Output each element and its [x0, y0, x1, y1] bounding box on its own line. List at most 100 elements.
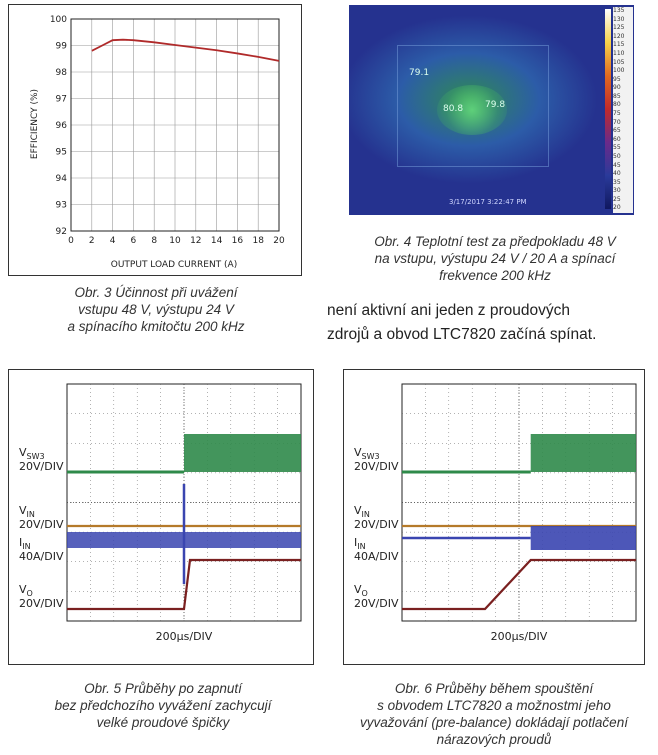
- time-scale-label: 200µs/DIV: [491, 630, 548, 643]
- vsw3-scale-label: 20V/DIV: [19, 460, 64, 473]
- fig3-y-axis-label: EFFICIENCY (%): [30, 89, 40, 159]
- thermal-image: 79.1 80.8 79.8 3/17/2017 3:22:47 PM 135 1…: [349, 5, 634, 215]
- hotspot: [437, 85, 507, 135]
- y-tick-label: 92: [56, 227, 67, 237]
- fig6-caption-line: vyvažování (pre-balance) dokládají potla…: [360, 715, 628, 730]
- temperature-scale-labels: 135 130 125 120 115 110 105 100 95 90 85 80 75 70 65 60…: [613, 7, 633, 213]
- fig5-frame: VSW3 20V/DIV VIN 20V/DIV IIN 40A/DIV VO 20V/DIV…: [8, 369, 314, 665]
- y-tick-label: 97: [56, 95, 67, 105]
- scale-tick-label: 25: [613, 195, 621, 203]
- fig5-caption: Obr. 5 Průběhy po zapnutí bez předchozíh…: [8, 680, 318, 731]
- efficiency-chart: 0 2 4 6 8 10 12 14 16 18 20 100 99 98 97 96 95 94 93 92 OUT…: [30, 15, 285, 270]
- vsw3-scale-label: 20V/DIV: [354, 460, 399, 473]
- x-tick-label: 20: [273, 236, 285, 246]
- vsw3-label: VSW3: [19, 446, 45, 461]
- vsw3-label: VSW3: [354, 446, 380, 461]
- iin-label: IIN: [19, 536, 31, 551]
- article-body-text: není aktivní ani jeden z proudových zdro…: [327, 299, 643, 347]
- fig6-scope-chart: VSW320V/DIVVIN20V/DIVIIN40A/DIVVO20V/DIV…: [354, 383, 637, 643]
- x-tick-label: 4: [110, 236, 116, 246]
- scale-tick-label: 90: [613, 84, 621, 92]
- x-tick-label: 10: [169, 236, 181, 246]
- vo-scale-label: 20V/DIV: [354, 597, 399, 610]
- x-tick-label: 18: [252, 236, 264, 246]
- vin-label: VIN: [354, 504, 370, 519]
- scale-tick-label: 40: [613, 170, 621, 178]
- pcb-board: [397, 45, 549, 167]
- x-tick-label: 0: [68, 236, 74, 246]
- fig6-caption-line: s obvodem LTC7820 a možnostmi jeho: [377, 698, 611, 713]
- fig5-scope-chart: VSW320V/DIVVIN20V/DIVIIN40A/DIVVO20V/DIV…: [19, 383, 302, 643]
- y-tick-label: 99: [56, 42, 68, 52]
- scale-tick-label: 20: [613, 204, 621, 212]
- body-text-line: není aktivní ani jeden z proudových: [327, 302, 570, 319]
- y-tick-label: 100: [50, 15, 67, 25]
- thermal-timestamp: 3/17/2017 3:22:47 PM: [449, 198, 527, 206]
- spot-label: 80.8: [443, 104, 464, 114]
- scale-tick-label: 135: [613, 7, 625, 14]
- iin-trace-band: [530, 526, 636, 550]
- scale-tick-label: 60: [613, 135, 621, 143]
- scale-tick-label: 115: [613, 41, 625, 49]
- y-tick-label: 96: [56, 121, 68, 131]
- fig5-caption-line: velké proudové špičky: [96, 715, 230, 730]
- x-tick-label: 2: [89, 236, 95, 246]
- scale-tick-label: 100: [613, 67, 625, 75]
- fig6-caption-line: Obr. 6 Průběhy během spouštění: [394, 681, 594, 696]
- x-tick-label: 6: [131, 236, 137, 246]
- x-tick-label: 16: [232, 236, 244, 246]
- y-tick-label: 95: [56, 148, 67, 158]
- scale-tick-label: 45: [613, 161, 621, 169]
- vo-label: VO: [19, 583, 33, 598]
- vo-trace: [67, 558, 301, 611]
- fig4-caption-line: frekvence 200 kHz: [439, 268, 551, 283]
- scale-tick-label: 120: [613, 32, 625, 40]
- vin-scale-label: 20V/DIV: [19, 518, 64, 531]
- fig3-caption-line: vstupu 48 V, výstupu 24 V: [78, 302, 234, 317]
- fig6-caption: Obr. 6 Průběhy během spouštění s obvodem…: [334, 680, 654, 748]
- fig3-x-axis-label: OUTPUT LOAD CURRENT (A): [111, 260, 237, 270]
- fig3-caption-line: Obr. 3 Účinnost při uvážení: [74, 285, 238, 300]
- y-tick-label: 93: [56, 201, 67, 211]
- fig5-caption-line: bez předchozího vyvážení zachycují: [54, 698, 272, 713]
- vsw3-switching-band: [184, 434, 301, 472]
- y-tick-label: 98: [56, 68, 68, 78]
- temperature-scale-bar: [605, 9, 611, 209]
- spot-label: 79.8: [485, 100, 506, 110]
- spot-label: 79.1: [409, 68, 430, 78]
- time-scale-label: 200µs/DIV: [156, 630, 213, 643]
- scale-tick-label: 75: [613, 110, 621, 117]
- efficiency-series-line: [91, 38, 280, 62]
- x-tick-label: 14: [211, 236, 223, 246]
- iin-label: IIN: [354, 536, 366, 551]
- plot-area-border: [70, 18, 280, 232]
- x-tick-label: 12: [190, 236, 201, 246]
- fig5-caption-line: Obr. 5 Průběhy po zapnutí: [84, 681, 242, 696]
- body-text-line: zdrojů a obvod LTC7820 začíná spínat.: [327, 326, 597, 343]
- scale-tick-label: 85: [613, 92, 621, 100]
- scale-tick-label: 130: [613, 15, 625, 23]
- y-tick-label: 94: [56, 174, 68, 184]
- scale-tick-label: 30: [613, 187, 621, 195]
- fig3-frame: 0 2 4 6 8 10 12 14 16 18 20 100 99 98 97 96 95 94 93 92 OUT…: [8, 4, 302, 276]
- fig4-caption: Obr. 4 Teplotní test za předpokladu 48 V…: [345, 233, 645, 284]
- fig6-frame: VSW3 20V/DIV VIN 20V/DIV IIN 40A/DIV VO 20V/DIV…: [343, 369, 645, 665]
- scale-tick-label: 80: [613, 101, 621, 109]
- vo-scale-label: 20V/DIV: [19, 597, 64, 610]
- scale-tick-label: 110: [613, 49, 625, 57]
- fig4-caption-line: Obr. 4 Teplotní test za předpokladu 48 V: [374, 234, 616, 249]
- x-tick-label: 8: [151, 236, 157, 246]
- scale-tick-label: 105: [613, 58, 625, 66]
- scale-tick-label: 95: [613, 75, 621, 83]
- vin-scale-label: 20V/DIV: [354, 518, 399, 531]
- vin-label: VIN: [19, 504, 35, 519]
- fig3-caption-line: a spínacího kmitočtu 200 kHz: [67, 319, 245, 334]
- vo-label: VO: [354, 583, 368, 598]
- vsw3-switching-band: [530, 434, 636, 472]
- fig4-caption-line: na vstupu, výstupu 24 V / 20 A a spínací: [374, 251, 616, 266]
- fig3-caption: Obr. 3 Účinnost při uvážení vstupu 48 V,…: [10, 284, 302, 335]
- scale-tick-label: 65: [613, 127, 621, 135]
- scale-tick-label: 70: [613, 118, 621, 126]
- iin-scale-label: 40A/DIV: [354, 550, 399, 563]
- scale-tick-label: 125: [613, 24, 625, 32]
